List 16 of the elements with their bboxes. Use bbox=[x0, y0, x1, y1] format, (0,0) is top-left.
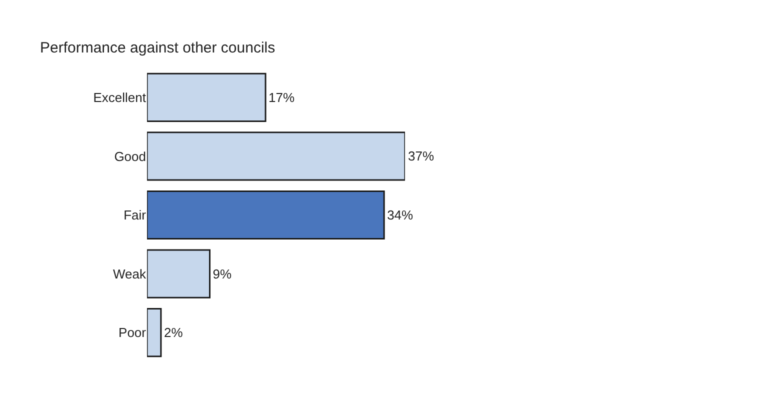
data-label: 2% bbox=[164, 325, 184, 340]
bar bbox=[147, 308, 162, 358]
bar bbox=[147, 249, 211, 298]
bar bbox=[147, 72, 266, 122]
data-label: 17% bbox=[268, 90, 295, 105]
chart-title: Performance against other councils bbox=[40, 39, 276, 56]
data-label: 9% bbox=[212, 266, 232, 282]
y-tick-label: Fair bbox=[124, 208, 147, 223]
data-label: 37% bbox=[408, 148, 434, 164]
data-label: 34% bbox=[387, 208, 414, 222]
y-tick-label: Excellent bbox=[93, 90, 146, 105]
y-tick-label: Good bbox=[114, 148, 146, 164]
bar bbox=[147, 190, 385, 240]
y-tick-label: Poor bbox=[118, 325, 147, 340]
bar bbox=[147, 132, 405, 181]
y-tick-label: Weak bbox=[113, 266, 146, 282]
